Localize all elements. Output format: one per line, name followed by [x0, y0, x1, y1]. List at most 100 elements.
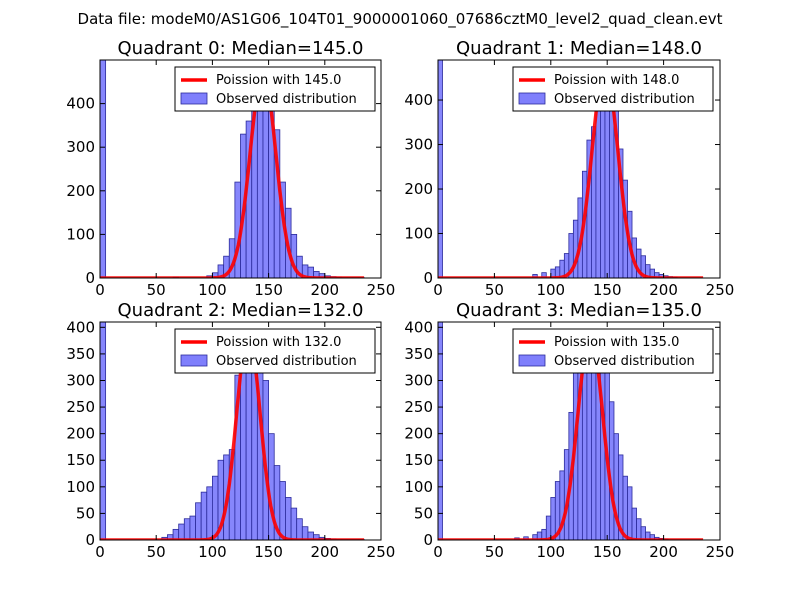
y-tick-label: 400	[66, 318, 95, 336]
y-tick-label: 200	[66, 182, 95, 200]
figure-title: Data file: modeM0/AS1G06_104T01_90000010…	[78, 10, 723, 29]
y-tick-label: 50	[76, 504, 95, 522]
legend: Poission with 148.0 Observed distribution	[512, 66, 714, 112]
panel-title: Quadrant 3: Median=135.0	[456, 300, 702, 321]
histogram-bar	[600, 90, 606, 278]
poisson-curve	[438, 330, 704, 540]
x-tick-label: 50	[147, 543, 166, 561]
x-tick-label: 50	[485, 543, 504, 561]
y-tick-label: 150	[66, 451, 95, 469]
legend-bar-swatch	[180, 92, 208, 105]
y-tick-label: 200	[404, 180, 433, 198]
x-tick-label: 150	[593, 543, 622, 561]
histogram-bar	[189, 515, 196, 540]
y-tick-label: 0	[423, 269, 433, 287]
histogram-bar	[640, 526, 646, 540]
legend: Poission with 145.0 Observed distribution	[174, 66, 376, 112]
legend-bar-swatch	[180, 354, 208, 367]
y-tick-label: 100	[404, 478, 433, 496]
x-tick-label: 0	[95, 281, 105, 299]
histogram-bar	[256, 85, 264, 278]
y-tick-label: 350	[66, 345, 95, 363]
y-tick-label: 350	[404, 345, 433, 363]
x-tick-label: 100	[198, 281, 227, 299]
axes-frame	[99, 321, 382, 541]
histogram-bar	[636, 518, 642, 540]
plot-area	[100, 322, 365, 540]
panel-title: Quadrant 0: Median=145.0	[118, 38, 364, 59]
y-tick-label: 100	[404, 225, 433, 243]
x-tick-label: 250	[367, 543, 396, 561]
legend-box	[512, 328, 714, 374]
axes-frame	[437, 321, 721, 541]
y-tick-label: 300	[404, 371, 433, 389]
histogram-bar	[240, 364, 247, 540]
y-tick-label: 250	[404, 398, 433, 416]
histogram-bar	[285, 497, 292, 540]
panel-title: Quadrant 1: Median=148.0	[456, 38, 702, 59]
histogram-bar	[178, 523, 185, 540]
x-tick-label: 0	[433, 543, 443, 561]
histogram-bar	[195, 502, 202, 540]
y-tick-label: 150	[404, 451, 433, 469]
legend: Poission with 132.0 Observed distribution	[174, 328, 376, 374]
legend-label-poisson: Poission with 132.0	[216, 335, 341, 350]
histogram-bar	[541, 272, 547, 278]
legend-label-poisson: Poission with 145.0	[216, 73, 341, 88]
legend-bar-swatch	[518, 354, 546, 367]
y-tick-label: 400	[404, 318, 433, 336]
y-tick-label: 300	[66, 138, 95, 156]
histogram-bar	[290, 507, 298, 540]
panel-title: Quadrant 2: Median=132.0	[118, 300, 364, 321]
y-tick-label: 50	[414, 504, 433, 522]
histogram-bar	[438, 322, 443, 540]
x-tick-label: 150	[254, 543, 283, 561]
histogram-bar	[183, 518, 191, 540]
x-tick-label: 200	[310, 281, 339, 299]
x-tick-label: 100	[536, 281, 565, 299]
histogram-bar	[622, 475, 628, 540]
x-tick-label: 150	[593, 281, 622, 299]
legend-box	[512, 66, 714, 112]
y-tick-label: 200	[66, 425, 95, 443]
x-tick-label: 150	[254, 281, 283, 299]
histogram-bar	[296, 518, 303, 540]
histogram-bar	[279, 481, 286, 540]
x-tick-label: 200	[649, 281, 678, 299]
plot-area	[100, 60, 365, 278]
legend-box	[174, 328, 376, 374]
histogram-bar	[545, 515, 552, 540]
legend-label-poisson: Poission with 148.0	[554, 73, 679, 88]
x-tick-label: 100	[198, 543, 227, 561]
x-tick-label: 0	[433, 281, 443, 299]
legend-label-poisson: Poission with 135.0	[554, 335, 679, 350]
histogram-bar	[631, 507, 637, 540]
chart-panel-1: 0 50 100 150 200 250 0 100 200 300 400 Quadrant 1: …	[404, 38, 734, 299]
histogram-bar	[100, 322, 107, 540]
y-tick-label: 300	[66, 371, 95, 389]
x-tick-label: 200	[649, 543, 678, 561]
histogram-bar	[245, 358, 253, 540]
x-tick-label: 200	[310, 543, 339, 561]
y-tick-label: 100	[66, 478, 95, 496]
legend: Poission with 135.0 Observed distribution	[512, 328, 714, 374]
y-tick-label: 200	[404, 425, 433, 443]
x-tick-label: 50	[147, 281, 166, 299]
legend-box	[174, 66, 376, 112]
histogram-bar	[100, 60, 107, 278]
y-tick-label: 400	[404, 91, 433, 109]
y-tick-label: 0	[85, 531, 95, 549]
axes-frame	[437, 59, 721, 279]
histogram-bar	[200, 491, 208, 540]
x-tick-label: 250	[706, 543, 735, 561]
x-tick-label: 250	[706, 281, 735, 299]
histogram-bar	[262, 90, 270, 278]
histogram-bar	[595, 99, 601, 278]
histogram-bar	[301, 526, 309, 540]
legend-bar-swatch	[518, 92, 546, 105]
y-tick-label: 300	[404, 136, 433, 154]
legend-label-observed: Observed distribution	[216, 92, 357, 107]
poisson-curve	[438, 66, 704, 278]
chart-panel-2: 0 50 100 150 200 250 0 50 100 150 200 250 300 350 400 Q…	[66, 300, 395, 561]
